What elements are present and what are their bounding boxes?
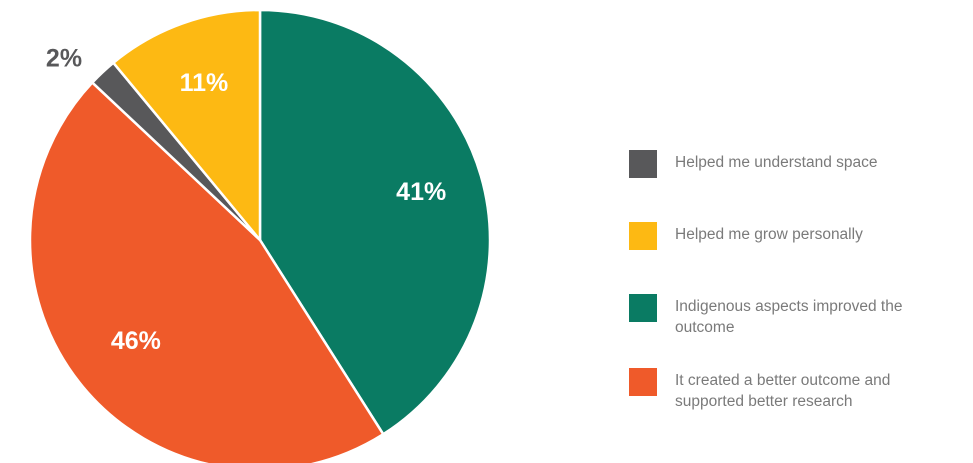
legend-swatch <box>629 368 657 396</box>
legend-item-understand-space: Helped me understand space <box>629 150 945 178</box>
legend-label: It created a better outcome and supporte… <box>675 372 891 410</box>
pie-slice <box>112 8 262 242</box>
legend-item-better-outcome: It created a better outcome and supporte… <box>629 368 945 412</box>
slice-value-label: 11% <box>180 69 229 97</box>
legend-swatch <box>629 294 657 322</box>
pie-slice <box>258 8 492 436</box>
legend-label: Helped me understand space <box>675 154 878 171</box>
slice-value-label: 41% <box>396 178 446 206</box>
slice-value-label: 2% <box>46 45 82 73</box>
legend-label: Helped me grow personally <box>675 226 863 243</box>
legend-item-grow-personally: Helped me grow personally <box>629 222 945 250</box>
legend-label: Indigenous aspects improved the outcome <box>675 298 903 336</box>
legend-swatch <box>629 222 657 250</box>
legend-swatch <box>629 150 657 178</box>
slice-value-label: 46% <box>111 327 161 355</box>
pie-slice <box>28 81 385 463</box>
legend-item-indigenous-aspects: Indigenous aspects improved the outcome <box>629 294 945 338</box>
